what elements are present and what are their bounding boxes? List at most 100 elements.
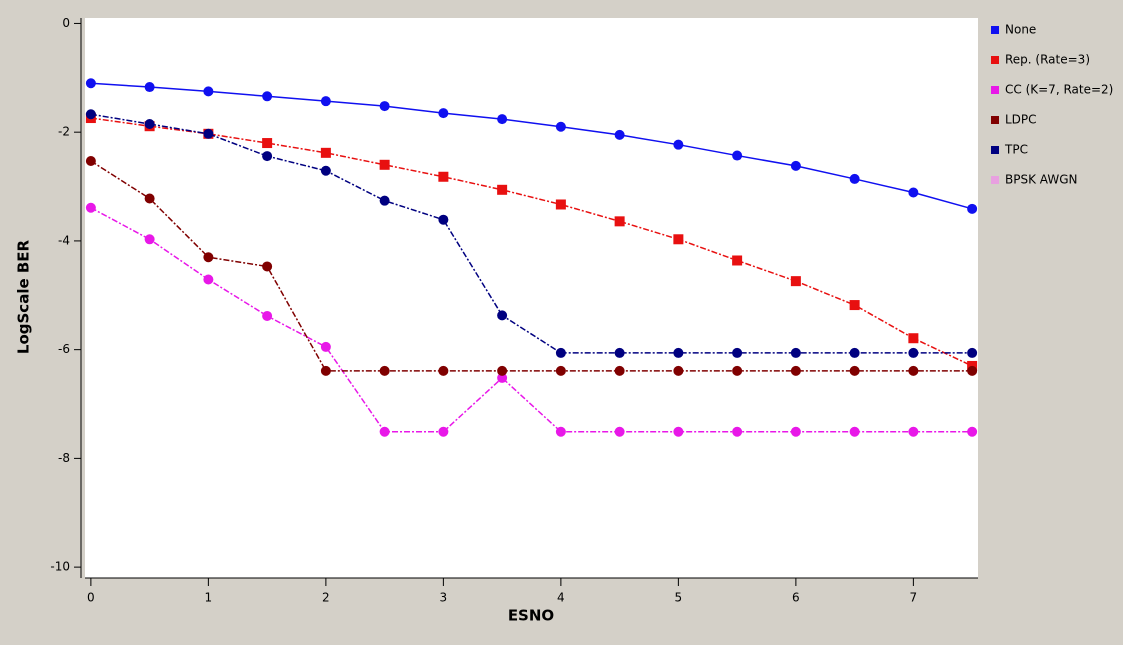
plot-area <box>85 18 978 578</box>
point <box>967 347 978 358</box>
point <box>614 129 625 140</box>
y-axis-label: LogScale BER <box>15 239 33 354</box>
legend-label: None <box>1005 23 1036 37</box>
point <box>790 160 801 171</box>
x-tick-label: 1 <box>205 591 213 605</box>
point <box>908 365 919 376</box>
point <box>144 234 155 245</box>
point <box>144 82 155 93</box>
point <box>262 310 273 321</box>
point <box>320 365 331 376</box>
legend-swatch <box>991 86 999 94</box>
legend-label: CC (K=7, Rate=2) <box>1005 83 1113 97</box>
point <box>614 216 625 227</box>
x-tick-label: 0 <box>87 591 95 605</box>
point <box>379 426 390 437</box>
point <box>438 171 449 182</box>
point <box>555 365 566 376</box>
point <box>203 86 214 97</box>
point <box>262 138 273 149</box>
point <box>144 193 155 204</box>
point <box>849 365 860 376</box>
point <box>262 91 273 102</box>
point <box>497 372 508 383</box>
x-tick-label: 7 <box>910 591 918 605</box>
point <box>732 426 743 437</box>
legend-label: LDPC <box>1005 113 1037 127</box>
point <box>614 347 625 358</box>
x-tick-label: 6 <box>792 591 800 605</box>
series-line <box>90 160 973 372</box>
point <box>614 426 625 437</box>
point <box>203 128 214 139</box>
point <box>379 159 390 170</box>
point <box>85 78 96 89</box>
x-tick-label: 4 <box>557 591 565 605</box>
point <box>673 139 684 150</box>
legend-label: TPC <box>1004 143 1028 157</box>
point <box>85 109 96 120</box>
point <box>908 187 919 198</box>
point <box>790 365 801 376</box>
point <box>555 426 566 437</box>
point <box>967 426 978 437</box>
point <box>497 310 508 321</box>
legend-swatch <box>991 116 999 124</box>
y-tick-label: -8 <box>58 451 70 465</box>
series-line <box>90 207 973 433</box>
point <box>673 365 684 376</box>
x-axis-label: ESNO <box>508 607 554 625</box>
series-line <box>90 113 973 354</box>
point <box>85 155 96 166</box>
point <box>320 165 331 176</box>
point <box>262 261 273 272</box>
point <box>555 199 566 210</box>
point <box>790 276 801 287</box>
point <box>497 114 508 125</box>
point <box>203 274 214 285</box>
point <box>320 341 331 352</box>
point <box>497 184 508 195</box>
point <box>732 255 743 266</box>
point <box>908 426 919 437</box>
y-tick-label: 0 <box>62 16 70 30</box>
point <box>144 119 155 130</box>
point <box>438 108 449 119</box>
point <box>732 347 743 358</box>
point <box>438 365 449 376</box>
point <box>673 234 684 245</box>
legend-label: BPSK AWGN <box>1005 173 1077 187</box>
point <box>379 365 390 376</box>
point <box>203 252 214 263</box>
point <box>262 151 273 162</box>
x-tick-label: 5 <box>675 591 683 605</box>
legend-swatch <box>991 146 999 154</box>
point <box>555 347 566 358</box>
point <box>85 202 96 213</box>
point <box>320 147 331 158</box>
point <box>908 347 919 358</box>
point <box>673 347 684 358</box>
point <box>732 365 743 376</box>
legend-label: Rep. (Rate=3) <box>1005 53 1090 67</box>
point <box>555 121 566 132</box>
point <box>849 173 860 184</box>
point <box>673 426 684 437</box>
point <box>320 96 331 107</box>
point <box>497 365 508 376</box>
point <box>849 347 860 358</box>
y-tick-label: -2 <box>58 125 70 139</box>
point <box>438 214 449 225</box>
x-tick-label: 3 <box>440 591 448 605</box>
point <box>967 365 978 376</box>
point <box>379 195 390 206</box>
x-tick-label: 2 <box>322 591 330 605</box>
legend-swatch <box>991 56 999 64</box>
point <box>379 101 390 112</box>
legend-swatch <box>991 26 999 34</box>
point <box>849 426 860 437</box>
point <box>967 203 978 214</box>
legend-swatch <box>991 176 999 184</box>
series-line <box>90 82 973 210</box>
